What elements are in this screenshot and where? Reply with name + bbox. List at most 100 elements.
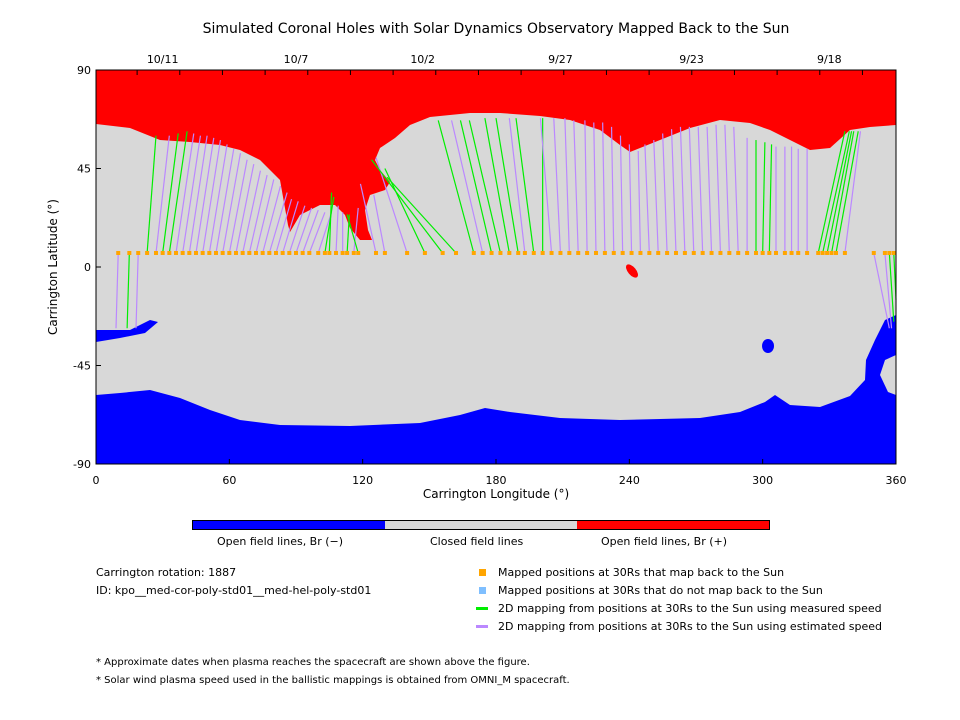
legend-mapped: Mapped positions at 30Rs that map back t… [498,566,785,579]
mapped-position-dot [531,250,536,255]
positive-coronal-hole [96,70,896,240]
mapped-position-dot [334,250,338,255]
estimated-mapping-line [884,252,893,329]
mapped-position-dot [887,250,892,255]
mapped-position-dot [507,250,512,255]
mapped-position-dot [174,250,178,255]
x-tick-label: 180 [486,474,507,487]
mapped-position-dot [160,250,165,255]
map-plot: 0 60 120 180 240 300 360 90 45 0 -45 -90 10/11 10/7 10… [46,53,907,501]
estimated-mapping-line [508,118,526,254]
mapped-position-dot [471,250,476,255]
top-date-label: 10/11 [147,53,179,66]
mapped-position-dot [558,250,563,255]
estimated-mapping-line [593,122,597,254]
mapped-position-dot [647,250,652,255]
x-axis-label: Carrington Longitude (°) [423,487,569,501]
mapped-position-dot [805,250,810,255]
estimated-mapping-line [255,179,275,254]
mapped-position-dot [682,250,687,255]
estimated-mapping-line [873,252,890,329]
top-date-label: 9/23 [679,53,704,66]
mapped-position-dot [820,250,825,255]
mapped-position-dot [307,250,312,255]
chart-title: Simulated Coronal Holes with Solar Dynam… [202,21,790,37]
mapped-position-dot [718,250,723,255]
measured-mapping-line [768,144,773,254]
mapped-position-dot [816,250,821,255]
mapped-position-dot [767,250,772,255]
estimated-mapping-line [619,135,624,254]
mapped-position-dot [356,250,361,255]
mapped-position-dot [340,250,345,255]
mapped-position-dot [620,250,625,255]
estimated-mapping-line [539,118,553,254]
colorbar-label-closed: Closed field lines [430,535,524,548]
mapped-position-dot [145,250,150,255]
mapped-position-dot [345,250,350,255]
note-dates: * Approximate dates when plasma reaches … [96,657,530,668]
mapped-position-dot [200,250,205,255]
estimated-mapping-line [335,205,339,254]
measured-mapping-line [437,120,475,254]
colorbar-negative [193,521,385,529]
estimated-mapping-line [373,194,386,254]
mapped-position-dot [274,250,278,255]
estimated-mapping-line [584,120,588,254]
estimated-mapping-line [653,140,659,254]
mapped-position-dot [842,250,847,255]
estimated-mapping-line [375,157,408,254]
estimated-mapping-line [262,185,282,254]
closed-island [880,355,896,395]
estimated-mapping-line [275,198,293,254]
note-speed: * Solar wind plasma speed used in the ba… [96,675,570,686]
mapped-position-dot [136,250,141,255]
mapped-position-dot [220,250,225,255]
estimated-mapping-line [697,126,704,254]
y-tick-label: 45 [77,163,91,176]
measured-mapping-line [888,252,895,322]
negative-hole-small-left [96,320,158,342]
estimated-mapping-line [637,150,642,254]
mapped-position-dot [754,250,758,255]
estimated-mapping-line [295,207,313,254]
mapped-position-dot [665,250,670,255]
colorbar-label-positive: Open field lines, Br (+) [601,535,728,548]
mapped-position-dot [405,250,410,255]
mapped-position-dot [540,250,545,255]
estimated-mapping-line [222,153,242,254]
colorbar-closed [385,521,577,529]
mapped-position-dot [351,250,356,255]
y-axis-label: Carrington Latitude (°) [46,199,60,335]
estimated-mapping-line [317,212,333,254]
carrington-rotation: Carrington rotation: 1887 [96,566,237,579]
measured-mapping-line [835,131,859,254]
mapped-position-dot [498,250,503,255]
mapped-position-dot [167,250,172,255]
measured-mapping-line [168,131,188,254]
estimated-mapping-line [188,135,208,254]
y-tick-label: -90 [73,458,91,471]
measured-mapping-line [822,131,850,254]
estimated-mapping-line [724,124,730,254]
top-date-label: 10/2 [410,53,435,66]
mapped-position-dot [260,250,265,255]
estimated-mapping-line [268,192,288,254]
measured-mapping-line [386,176,457,254]
green-line-icon [476,607,488,610]
mapped-position-dot [585,250,590,255]
measured-mapping-line [484,118,510,254]
mapped-position-dot [796,250,801,255]
mapped-position-dot [194,250,198,255]
legend-measured: 2D mapping from positions at 30Rs to the… [498,602,882,615]
mapped-position-dot [789,250,794,255]
mapped-position-dot [522,250,527,255]
estimated-mapping-line [235,164,255,254]
mapped-position-dot [374,250,378,255]
estimated-mapping-line [155,135,170,254]
mapped-position-dot [611,250,616,255]
y-tick-label: -45 [73,360,91,373]
mapped-position-dot [240,250,245,255]
estimated-mapping-line [733,126,739,254]
estimated-mapping-line [573,120,579,254]
